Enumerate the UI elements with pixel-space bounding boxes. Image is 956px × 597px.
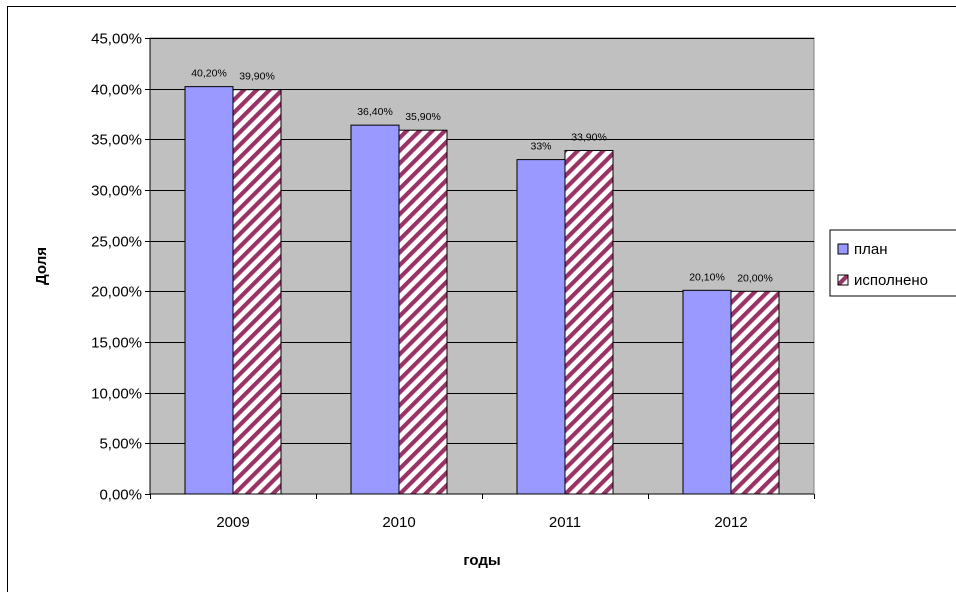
bar-executed-2011 — [565, 150, 613, 494]
data-label: 20,00% — [737, 272, 773, 284]
bar-plan-2009 — [185, 87, 233, 494]
legend-label-plan: план — [854, 241, 888, 258]
y-tick-label: 30,00% — [91, 183, 142, 200]
x-tick-label: 2012 — [714, 514, 747, 531]
y-tick-label: 35,00% — [91, 132, 142, 149]
data-label: 33,90% — [571, 131, 607, 143]
y-tick-label: 40,00% — [91, 82, 142, 99]
x-tick-label: 2011 — [549, 514, 581, 531]
y-axis-title: Доля — [33, 247, 50, 285]
bar-plan-2011 — [517, 160, 565, 494]
data-label: 36,40% — [357, 106, 393, 118]
y-tick-label: 15,00% — [91, 335, 142, 352]
y-tick-label: 20,00% — [91, 284, 142, 301]
bar-executed-2010 — [399, 130, 447, 494]
bar-plan-2012 — [683, 290, 731, 494]
data-label: 35,90% — [405, 111, 441, 123]
bar-plan-2010 — [351, 125, 399, 494]
y-tick-label: 10,00% — [91, 386, 142, 403]
bar-executed-2009 — [233, 90, 281, 494]
legend-swatch-plan — [838, 244, 848, 254]
y-tick-label: 0,00% — [99, 487, 142, 504]
legend-label-executed: исполнено — [854, 272, 928, 289]
data-label: 40,20% — [191, 68, 227, 80]
legend: план исполнено — [830, 230, 956, 296]
x-tick-label: 2009 — [216, 514, 249, 531]
x-tick-label: 2010 — [382, 514, 415, 531]
x-axis-title: годы — [463, 552, 500, 569]
y-tick-label: 5,00% — [99, 436, 142, 453]
data-label: 39,90% — [239, 71, 275, 83]
y-tick-label: 25,00% — [91, 234, 142, 251]
y-tick-label: 45,00% — [91, 31, 142, 48]
data-label: 33% — [530, 141, 551, 153]
data-label: 20,10% — [689, 271, 725, 283]
legend-swatch-executed — [838, 275, 848, 285]
bar-executed-2012 — [731, 291, 779, 494]
